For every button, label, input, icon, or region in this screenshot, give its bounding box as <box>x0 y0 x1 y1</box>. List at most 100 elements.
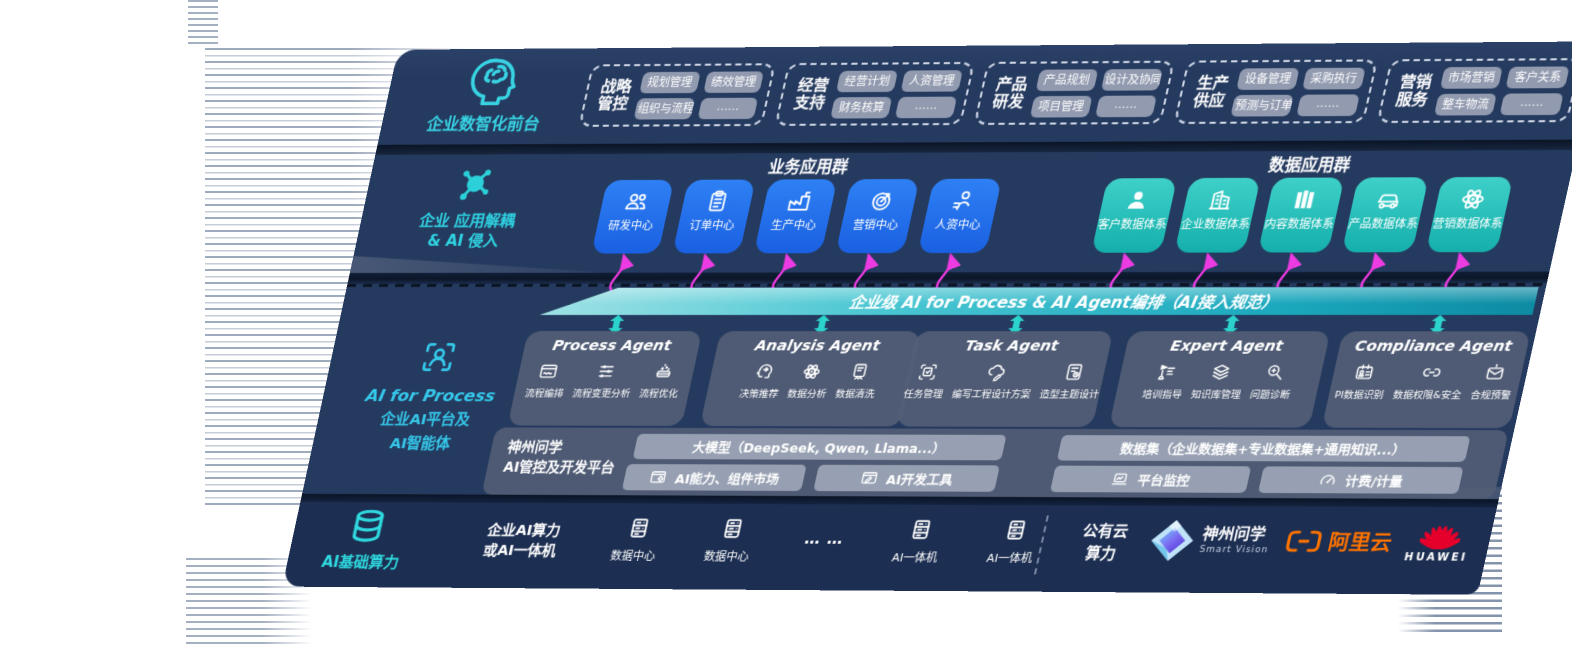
dataset-bar-label: 数据集（企业数据集+专业数据集+通用知识...） <box>1118 441 1408 458</box>
cell-label: 计费/计量 <box>1343 473 1405 489</box>
aliyun-logo: 阿里云 <box>1283 526 1396 556</box>
compute-node: AI一体机 <box>876 514 961 566</box>
agent-capabilities: 流程编排 流程变更分析 流程优化 <box>513 361 695 400</box>
compute-node: 数据中心 <box>595 512 679 564</box>
agent-connection-arrows <box>607 314 1448 335</box>
permission-lock-icon <box>1419 362 1445 383</box>
platform-panel: 神州问学 AI管控及开发平台 大模型（DeepSeek, Qwen, Llama… <box>481 427 1509 500</box>
compute-node-label: 数据中心 <box>702 550 751 564</box>
ai-platform-title-line1: 企业AI平台及 <box>378 412 472 429</box>
front-group-items: 经营计划 人资管理 财务核算…… <box>830 69 963 119</box>
agent-capability: 数据权限&安全 <box>1392 362 1469 401</box>
agent-capability: 流程变更分析 <box>571 361 637 400</box>
app-card-label: 企业数据体系 <box>1179 217 1252 232</box>
infra-title: AI基础算力 <box>319 552 401 572</box>
compute-nodes: 数据中心 数据中心 … … AI一体机 AI一体机 <box>595 512 1057 566</box>
agent-capability-label: 数据权限&安全 <box>1391 389 1463 402</box>
agent-capability: 造型主题设计 <box>1038 362 1106 401</box>
cell-label: 平台监控 <box>1135 472 1192 489</box>
business-group-title: 业务应用群 <box>766 157 850 177</box>
brain-icon <box>462 55 523 106</box>
decorative-stripes-topleft <box>188 0 218 46</box>
window-pen-icon <box>858 469 880 487</box>
cloud-label-line2: 算力 <box>1083 545 1118 563</box>
marketing-atom-icon <box>1457 186 1489 212</box>
agent-title: Analysis Agent <box>753 338 882 355</box>
cloud-label-line1: 公有云 <box>1081 523 1130 541</box>
front-item: 经营计划 <box>836 70 899 92</box>
platform-monitor-cell: 平台监控 <box>1049 465 1252 493</box>
marketing-target-icon <box>865 188 896 213</box>
agent-capability: 流程优化 <box>638 361 685 400</box>
app-layer-label: 企业 应用解耦 & AI 侵入 <box>385 163 557 251</box>
front-item: 项目管理 <box>1029 95 1093 118</box>
dataset-bar: 数据集（企业数据集+专业数据集+通用知识...） <box>1056 435 1471 462</box>
agent-capability-label: 问题诊断 <box>1248 389 1292 401</box>
data-group-title: 数据应用群 <box>1266 155 1353 175</box>
agent-capability: PI数据识别 <box>1333 362 1391 401</box>
agent-box-2: Task Agent 任务管理 编写工程设计方案 造型主题设计 <box>896 331 1114 428</box>
app-card-label: 内容数据体系 <box>1263 217 1336 232</box>
hr-person-icon <box>947 188 978 213</box>
compute-node-label: 数据中心 <box>609 549 657 563</box>
database-icon <box>345 507 391 545</box>
agent-capability: 编写工程设计方案 <box>951 362 1038 400</box>
front-item: 组织与流程 <box>633 97 695 120</box>
cell-label: AI开发工具 <box>884 471 955 488</box>
app-card-label: 订单中心 <box>688 219 736 233</box>
front-item: 预测与订单 <box>1230 94 1294 117</box>
factory-icon <box>783 188 814 213</box>
team-icon <box>621 189 652 214</box>
app-card-label: 人资中心 <box>933 218 982 232</box>
agent-capability: 知识库管理 <box>1190 362 1248 401</box>
front-item: …… <box>1296 93 1360 116</box>
agent-capability-label: 知识库管理 <box>1189 389 1242 401</box>
workflow-icon <box>537 361 562 381</box>
front-groups: 战略 管控 规划管理 绩效管理 组织与流程…… 经营 支持 经营计划 人资管理 财务核算……… <box>578 58 1572 127</box>
agent-capabilities: 培训指导 知识库管理 问题诊断 <box>1115 362 1324 401</box>
compute-node: 数据中心 <box>688 513 773 565</box>
clean-doc-icon <box>847 362 872 382</box>
platform-label-line2: AI管控及开发平台 <box>501 459 617 477</box>
monitor-icon <box>1109 470 1132 488</box>
agent-capability: 合规预警 <box>1469 362 1518 401</box>
agent-capability-label: 合规预警 <box>1469 389 1512 402</box>
front-item: …… <box>697 97 759 119</box>
public-cloud-label: 公有云 算力 <box>1053 522 1152 567</box>
server-icon <box>905 517 936 542</box>
agent-capability: 培训指导 <box>1141 362 1189 401</box>
smartvision-logo: 神州问学 Smart Vision <box>1146 519 1275 563</box>
aliyun-logo-icon <box>1283 527 1325 554</box>
model-bar-label: 大模型（DeepSeek, Qwen, Llama...） <box>690 440 948 457</box>
product-car-icon <box>1373 187 1405 213</box>
cloud-edit-icon <box>984 362 1009 382</box>
model-bar: 大模型（DeepSeek, Qwen, Llama...） <box>632 433 1007 461</box>
billing-metering-cell: 计费/计量 <box>1257 466 1464 494</box>
content-books-icon <box>1289 187 1321 213</box>
agent-capability-label: PI数据识别 <box>1333 389 1385 402</box>
ai-platform-title-line2: AI智能体 <box>388 436 452 453</box>
agent-capability: 问题诊断 <box>1249 362 1297 401</box>
app-layer-title-line1: 企业 应用解耦 <box>417 211 518 230</box>
analysis-atom-icon <box>799 361 824 381</box>
enterprise-compute-label: 企业AI算力 或AI一体机 <box>446 521 598 563</box>
agent-capability-label: 任务管理 <box>902 388 944 401</box>
front-item: 规划管理 <box>639 71 701 93</box>
agent-capabilities: 决策推荐 数据分析 数据清洗 <box>706 361 915 400</box>
orchestration-band: 企业级 AI for Process & AI Agent编排（AI接入规范） <box>540 287 1539 315</box>
front-item: 客户关系 <box>1505 65 1570 88</box>
customer-icon <box>1122 187 1154 213</box>
front-group-0: 战略 管控 规划管理 绩效管理 组织与流程…… <box>578 63 777 127</box>
more-nodes-ellipsis: … … <box>782 513 867 565</box>
infra-layer-content: AI基础算力 企业AI算力 或AI一体机 数据中心 数据中心 … … AI一体机 AI一… <box>282 502 1497 595</box>
front-group-title: 战略 管控 <box>595 76 634 113</box>
app-card-label: 产品数据体系 <box>1346 217 1420 231</box>
optimize-icon <box>651 361 676 381</box>
front-item: 整车物流 <box>1433 93 1498 116</box>
front-item: 财务核算 <box>830 96 893 119</box>
agent-box-3: Expert Agent 培训指导 知识库管理 问题诊断 <box>1108 331 1331 428</box>
front-item: …… <box>895 96 957 118</box>
agent-capability-label: 造型主题设计 <box>1038 389 1101 401</box>
front-group-3: 生产 供应 设备管理 采购执行 预测与订单…… <box>1173 59 1378 124</box>
